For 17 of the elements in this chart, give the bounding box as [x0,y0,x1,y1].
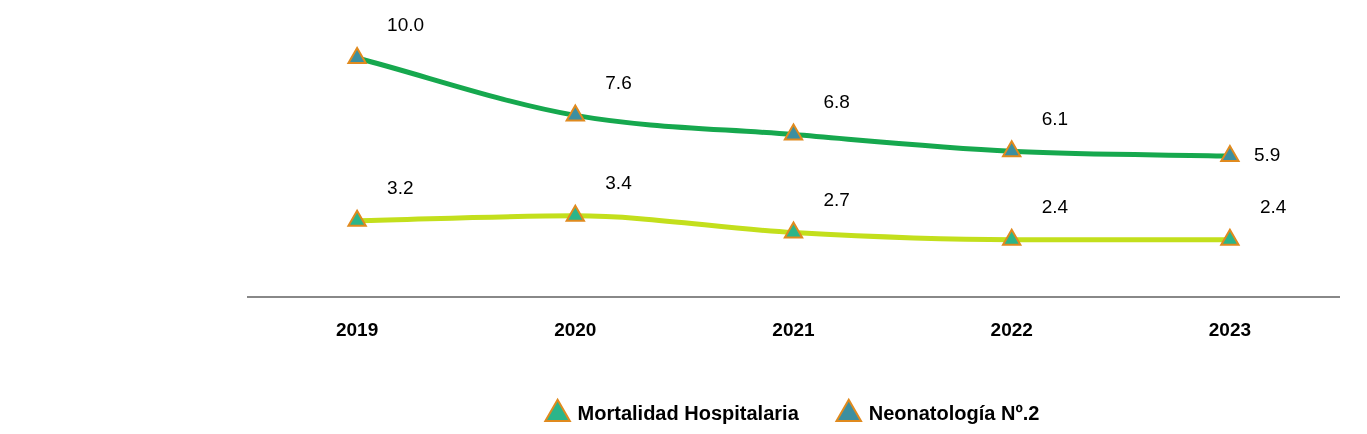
data-label: 7.6 [605,71,632,93]
x-tick-label: 2021 [772,318,816,340]
data-label: 2.4 [1041,196,1069,218]
data-label: 5.9 [1253,144,1281,166]
data-label: 2.4 [1259,196,1287,218]
data-label: 3.2 [387,176,414,198]
data-label: 2.7 [823,188,850,210]
x-tick-label: 2020 [554,318,597,340]
data-label: 3.4 [605,172,633,194]
data-label: 6.1 [1041,107,1069,129]
data-label: 10.0 [387,14,425,36]
legend-label: Neonatología Nº.2 [868,401,1040,424]
x-tick-label: 2022 [990,318,1033,340]
legend-label: Mortalidad Hospitalaria [577,401,800,424]
data-label: 6.8 [823,90,850,112]
x-tick-label: 2019 [335,318,379,340]
x-tick-label: 2023 [1208,318,1252,340]
